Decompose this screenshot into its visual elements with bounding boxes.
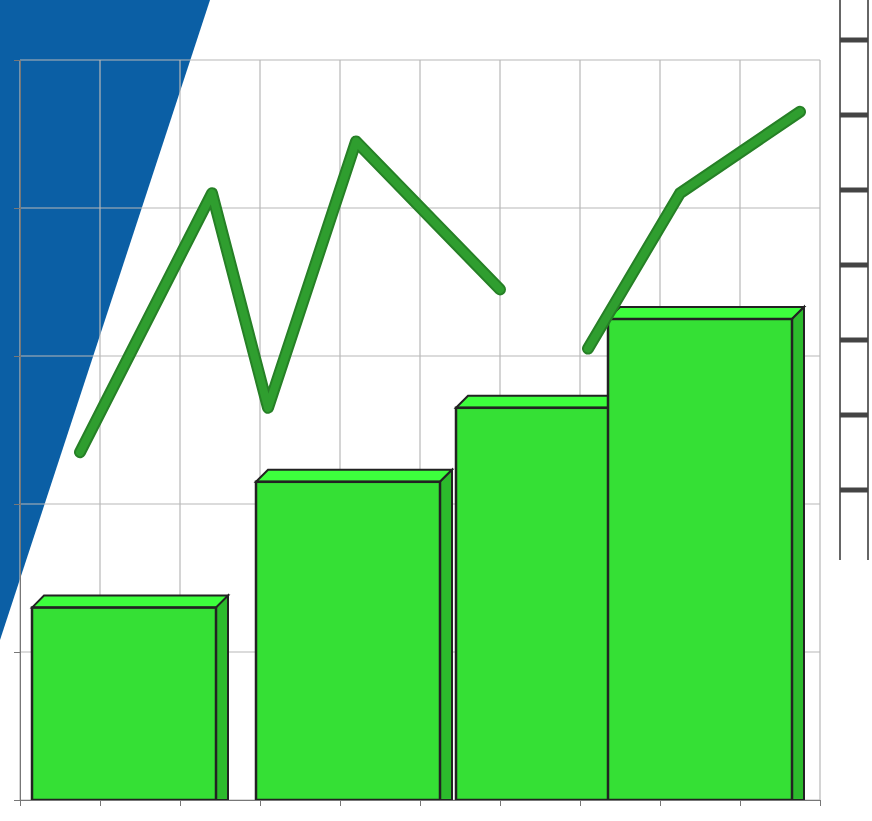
ladder-rung [840, 188, 868, 193]
bar [608, 319, 792, 800]
tick-mark [14, 800, 20, 801]
decor-panel [0, 0, 210, 640]
tick [14, 504, 20, 505]
tick [660, 800, 661, 806]
tick [14, 800, 20, 801]
marks [32, 112, 804, 800]
tick [260, 800, 261, 806]
x-axis [21, 800, 821, 806]
bar-group [608, 307, 804, 800]
bar-top [608, 307, 804, 319]
tick-mark [340, 800, 341, 806]
tick-mark [500, 800, 501, 806]
tick [340, 800, 341, 806]
plot [14, 60, 821, 806]
tick-mark [580, 800, 581, 806]
y-axis [14, 61, 21, 801]
tick-mark [180, 800, 181, 806]
tick [580, 800, 581, 806]
bar-group [256, 470, 452, 800]
decor-ladder [840, 0, 868, 560]
line [80, 112, 800, 452]
tick [14, 208, 20, 209]
ladder-rung [840, 488, 868, 493]
bar-side [792, 307, 804, 800]
ladder-rung [840, 113, 868, 118]
grid-line [819, 60, 820, 800]
tick-mark [260, 800, 261, 806]
axis-line [21, 801, 821, 807]
bar-group [32, 596, 228, 800]
tick-mark [420, 800, 421, 806]
tick [14, 652, 20, 653]
ladder-rail [839, 0, 841, 560]
bar [32, 608, 216, 800]
tick [100, 800, 101, 806]
tick-mark [14, 208, 20, 209]
tick-mark [100, 800, 101, 806]
line-outline [80, 112, 800, 452]
tick-mark [14, 504, 20, 505]
tick [420, 800, 421, 806]
bar-side [440, 470, 452, 800]
tick-mark [820, 800, 821, 806]
ladder-rail [867, 0, 869, 560]
tick [14, 356, 20, 357]
ladder-rung [840, 38, 868, 43]
ladder-rung [840, 263, 868, 268]
grid [20, 60, 820, 800]
tick [500, 800, 501, 806]
ladder-rung [840, 338, 868, 343]
bar-top [256, 470, 452, 482]
axis-line [14, 61, 21, 801]
tick [740, 800, 741, 806]
tick [180, 800, 181, 806]
chart [0, 0, 872, 821]
ladder-rung [840, 413, 868, 418]
tick-mark [740, 800, 741, 806]
grid-line [20, 59, 820, 60]
bar-top [32, 596, 228, 608]
tick-mark [660, 800, 661, 806]
bar-side [216, 596, 228, 800]
tick-mark [14, 652, 20, 653]
bar [256, 482, 440, 800]
tick [820, 800, 821, 806]
tick-mark [14, 356, 20, 357]
tick [14, 60, 20, 61]
tick-mark [14, 60, 20, 61]
